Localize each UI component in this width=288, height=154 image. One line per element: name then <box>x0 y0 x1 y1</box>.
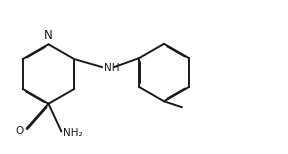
Text: N: N <box>44 29 53 42</box>
Text: O: O <box>15 126 24 136</box>
Text: NH: NH <box>104 63 120 73</box>
Text: NH₂: NH₂ <box>63 128 83 138</box>
